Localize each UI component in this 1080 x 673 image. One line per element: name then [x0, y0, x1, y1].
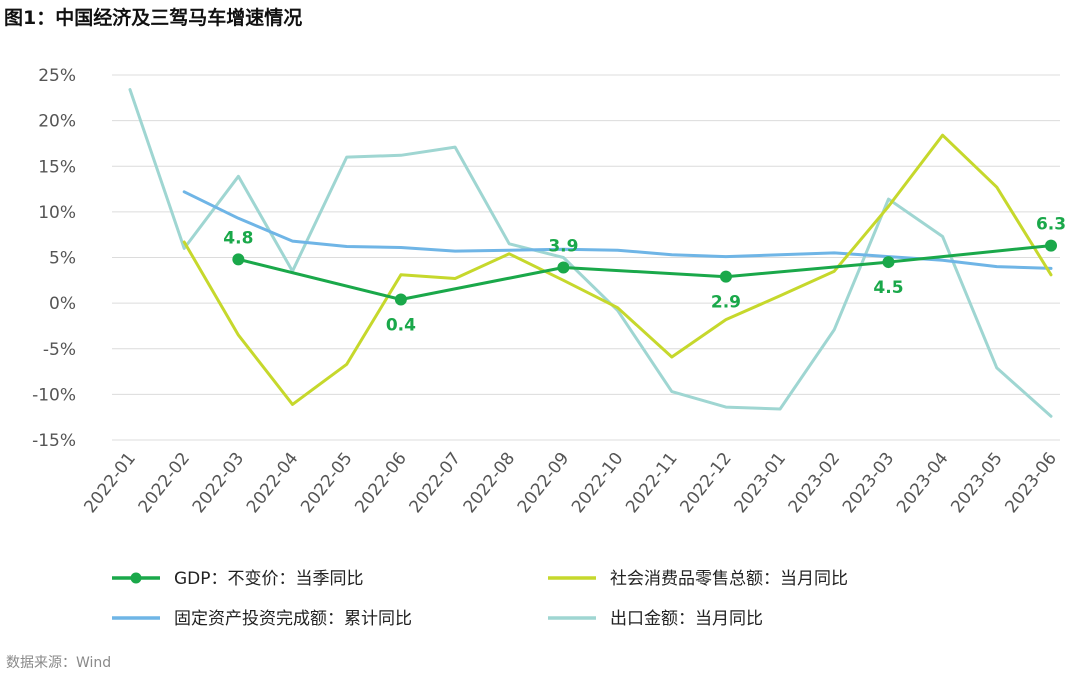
- series-line: [236, 244, 1053, 301]
- data-point: [232, 253, 245, 266]
- x-tick-label: 2022-08: [460, 449, 519, 517]
- x-tick-label: 2022-11: [622, 449, 681, 517]
- x-tick-label: 2023-06: [1001, 449, 1060, 517]
- data-label: 0.4: [386, 315, 416, 335]
- grid-lines: [112, 74, 1060, 441]
- data-label: 4.8: [223, 228, 253, 248]
- y-tick-label: 25%: [38, 66, 76, 86]
- x-tick-label: 2022-01: [80, 449, 139, 517]
- y-tick-label: 5%: [49, 249, 76, 269]
- y-tick-label: 10%: [38, 203, 76, 223]
- legend: GDP：不变价：当季同比 社会消费品零售总额：当月同比固定资产投资完成额：累计同比…: [112, 569, 848, 629]
- x-tick-label: 2022-02: [135, 449, 194, 517]
- x-tick-label: 2023-01: [731, 449, 790, 517]
- x-tick-label: 2022-10: [568, 449, 627, 517]
- x-tick-label: 2023-05: [947, 449, 1006, 517]
- data-point: [882, 256, 895, 269]
- chart-title: 图1：中国经济及三驾马车增速情况: [4, 7, 303, 29]
- y-tick-label: -5%: [43, 340, 76, 360]
- x-tick-label: 2023-02: [785, 449, 844, 517]
- legend-label: 社会消费品零售总额：当月同比: [610, 569, 848, 589]
- series-line: [182, 133, 1053, 406]
- series-markers: [232, 239, 1057, 306]
- x-tick-label: 2022-04: [243, 449, 302, 517]
- x-tick-label: 2022-12: [676, 449, 735, 517]
- data-label: 3.9: [548, 237, 578, 257]
- data-label: 4.5: [873, 278, 903, 298]
- legend-label: GDP：不变价：当季同比: [174, 569, 364, 589]
- x-tick-label: 2023-03: [839, 449, 898, 517]
- x-tick-label: 2022-07: [406, 449, 465, 517]
- data-source-note: 数据来源：Wind: [6, 655, 112, 671]
- series-line: [182, 190, 1053, 270]
- y-tick-label: 20%: [38, 112, 76, 132]
- legend-marker: [130, 572, 142, 584]
- data-point: [394, 293, 407, 306]
- data-label: 6.3: [1036, 215, 1066, 235]
- data-point: [557, 261, 570, 274]
- series-line: [128, 88, 1053, 418]
- data-label: 2.9: [711, 293, 741, 313]
- y-tick-label: 0%: [49, 294, 76, 314]
- x-tick-label: 2023-04: [893, 449, 952, 517]
- series-lines: [128, 88, 1053, 418]
- legend-label: 固定资产投资完成额：累计同比: [174, 609, 412, 629]
- y-tick-label: -10%: [32, 385, 76, 405]
- x-tick-label: 2022-09: [514, 449, 573, 517]
- legend-label: 出口金额：当月同比: [610, 609, 763, 629]
- x-tick-label: 2022-05: [297, 449, 356, 517]
- y-axis-ticks: 25% 20% 15% 10% 5% 0% -5% -10% -15%: [32, 66, 76, 451]
- x-tick-label: 2022-06: [351, 449, 410, 517]
- data-point: [719, 270, 732, 283]
- y-tick-label: -15%: [32, 431, 76, 451]
- x-tick-label: 2022-03: [189, 449, 248, 517]
- data-point: [1045, 239, 1057, 252]
- x-axis-ticks: 2022-012022-022022-032022-042022-052022-…: [80, 449, 1060, 517]
- y-tick-label: 15%: [38, 157, 76, 177]
- data-labels: 4.8 0.4 3.9 2.9 4.5 6.3: [223, 215, 1066, 336]
